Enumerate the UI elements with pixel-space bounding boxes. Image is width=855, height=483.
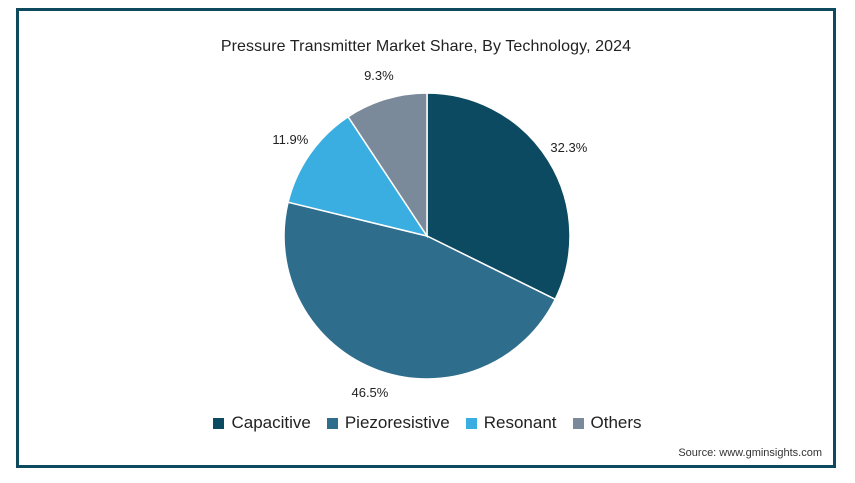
source-credit: Source: www.gminsights.com bbox=[678, 447, 822, 459]
slice-label-capacitive: 32.3% bbox=[550, 140, 587, 155]
legend-swatch-piezoresistive bbox=[326, 417, 338, 429]
slice-label-piezoresistive: 46.5% bbox=[351, 385, 388, 400]
legend-item-capacitive: Capacitive bbox=[213, 413, 311, 433]
legend-label-resonant: Resonant bbox=[483, 413, 557, 432]
legend-item-resonant: Resonant bbox=[465, 413, 557, 433]
legend-label-others: Others bbox=[590, 413, 642, 432]
legend-label-piezoresistive: Piezoresistive bbox=[344, 413, 450, 432]
legend-swatch-others bbox=[572, 417, 584, 429]
legend-swatch-capacitive bbox=[213, 417, 225, 429]
legend-swatch-resonant bbox=[465, 417, 477, 429]
slice-label-others: 9.3% bbox=[364, 68, 394, 83]
legend-item-others: Others bbox=[572, 413, 642, 433]
legend-item-piezoresistive: Piezoresistive bbox=[326, 413, 450, 433]
pie-slice-resonant bbox=[287, 115, 429, 238]
slice-label-resonant: 11.9% bbox=[272, 132, 308, 147]
pie-slice-others bbox=[347, 92, 428, 239]
pie-slice-piezoresistive bbox=[283, 201, 557, 380]
chart-title: Pressure Transmitter Market Share, By Te… bbox=[220, 38, 632, 55]
legend-label-capacitive: Capacitive bbox=[231, 413, 311, 432]
legend: Capacitive Piezoresistive Resonant Other… bbox=[0, 413, 855, 433]
pie-slice-capacitive bbox=[426, 92, 571, 301]
